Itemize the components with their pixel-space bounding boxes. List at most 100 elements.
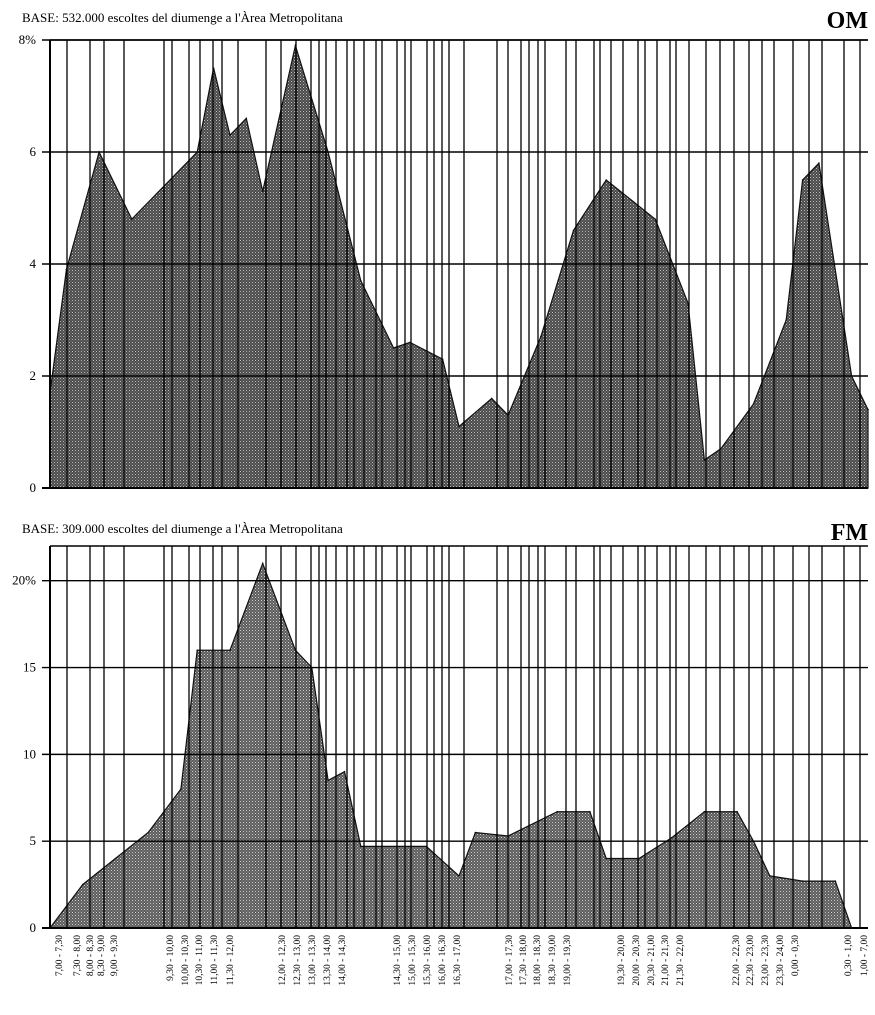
x-tick-label: 8,00 - 8,30 — [86, 935, 96, 976]
data-point — [425, 845, 428, 848]
x-tick-label: 20,00 - 20,30 — [632, 935, 642, 986]
y-tick-label: 6 — [30, 144, 37, 159]
x-tick-label: 11,30 - 12,00 — [226, 935, 236, 986]
data-point — [311, 666, 313, 669]
data-point — [360, 845, 362, 848]
data-point — [834, 880, 837, 882]
data-point — [474, 831, 477, 834]
data-point — [654, 218, 657, 220]
data-point — [147, 831, 149, 834]
data-point — [458, 875, 460, 877]
x-tick-label: 9,30 - 10,00 — [166, 935, 176, 981]
data-point — [605, 179, 607, 181]
y-tick-label: 10 — [23, 746, 36, 761]
y-tick-label: 4 — [30, 256, 37, 271]
data-point — [736, 810, 738, 813]
data-point — [294, 44, 297, 47]
y-tick-label: 15 — [23, 660, 36, 675]
x-tick-label: 13,30 - 14,00 — [323, 935, 333, 986]
x-tick-label: 22,30 - 23,00 — [746, 935, 756, 986]
data-point — [229, 649, 231, 651]
y-tick-label: 5 — [30, 833, 37, 848]
om-band-label: OM — [827, 8, 868, 34]
x-tick-label: 17,30 - 18,00 — [519, 935, 529, 986]
x-tick-label: 0,00 - 0,30 — [791, 935, 801, 976]
data-point — [850, 375, 853, 377]
x-tick-label: 12,30 - 13,00 — [293, 935, 303, 986]
x-tick-label: 17,00 - 17,30 — [505, 935, 515, 986]
data-point — [131, 218, 133, 220]
om-series-area — [49, 43, 869, 489]
data-point — [818, 162, 820, 164]
data-point — [769, 875, 771, 877]
x-tick-label: 18,30 - 19,00 — [548, 935, 558, 986]
om-base-title: BASE: 532.000 escoltes del diumenge a l'… — [22, 10, 343, 25]
data-point — [867, 408, 869, 411]
data-point — [441, 358, 444, 361]
data-point — [294, 649, 297, 651]
data-point — [409, 341, 411, 344]
x-tick-label: 23,00 - 23,30 — [761, 935, 771, 986]
x-tick-label: 11,00 - 11,30 — [210, 935, 220, 985]
x-tick-label: 0,30 - 1,00 — [844, 935, 854, 976]
data-point — [180, 788, 182, 790]
data-point — [703, 459, 706, 461]
data-point — [114, 857, 117, 860]
data-point — [638, 857, 640, 860]
data-point — [360, 280, 362, 282]
data-point — [572, 229, 575, 232]
data-point — [229, 134, 231, 136]
x-axis-tick-labels: 7,00 - 7,30 7,30 - 8,00 8,00 - 8,30 8,30 - … — [55, 935, 870, 986]
data-point — [589, 810, 591, 813]
data-point — [687, 302, 689, 305]
x-tick-label: 8,30 - 9,00 — [97, 935, 107, 976]
fm-base-title: BASE: 309.000 escoltes del diumenge a l'… — [22, 521, 343, 536]
x-tick-label: 19,30 - 20,00 — [617, 935, 627, 986]
x-tick-label: 23,30 - 24,00 — [776, 935, 786, 986]
data-point — [670, 836, 673, 839]
data-point — [196, 649, 198, 651]
data-point — [343, 770, 346, 773]
data-point — [605, 857, 607, 860]
data-point — [458, 425, 460, 428]
data-point — [212, 67, 215, 69]
x-tick-label: 16,30 - 17,00 — [453, 935, 463, 986]
x-tick-label: 10,00 - 10,30 — [181, 935, 191, 986]
x-tick-label: 9,00 - 9,30 — [110, 935, 120, 976]
x-tick-label: 15,00 - 15,30 — [408, 935, 418, 986]
data-point — [752, 840, 755, 842]
x-tick-label: 15,30 - 16,00 — [423, 935, 433, 986]
data-point — [327, 779, 329, 782]
y-tick-label: 0 — [30, 480, 37, 495]
data-point — [98, 151, 100, 153]
x-tick-label: 19,00 - 19,30 — [563, 935, 573, 986]
data-point — [801, 880, 804, 882]
x-tick-label: 16,00 - 16,30 — [438, 935, 448, 986]
y-tick-label: 8% — [19, 32, 37, 47]
y-tick-label: 20% — [12, 573, 36, 588]
data-point — [720, 448, 722, 450]
data-point — [327, 151, 329, 153]
x-tick-label: 7,00 - 7,30 — [55, 935, 65, 976]
x-tick-label: 20,30 - 21,00 — [647, 935, 657, 986]
data-point — [703, 810, 706, 813]
om-chart-panel: 0 2 4 6 8% — [19, 32, 869, 495]
data-point — [490, 397, 493, 400]
x-tick-label: 10,30 - 11,00 — [195, 935, 205, 986]
data-point — [196, 151, 198, 153]
fm-chart-panel: 0 5 10 15 20% — [12, 545, 868, 935]
x-tick-label: 21,00 - 21,30 — [661, 935, 671, 986]
data-point — [556, 810, 558, 813]
fm-band-label: FM — [831, 520, 868, 546]
x-tick-label: 22,00 - 22,30 — [732, 935, 742, 986]
x-tick-label: 7,30 - 8,00 — [73, 935, 83, 976]
x-tick-label: 21,30 - 22,00 — [676, 935, 686, 986]
x-tick-label: 13,00 - 13,30 — [308, 935, 318, 986]
data-point — [65, 268, 68, 271]
fm-series-area — [48, 561, 853, 929]
data-point — [507, 414, 509, 417]
data-point — [850, 927, 853, 929]
data-point — [507, 835, 509, 837]
data-point — [392, 347, 395, 349]
